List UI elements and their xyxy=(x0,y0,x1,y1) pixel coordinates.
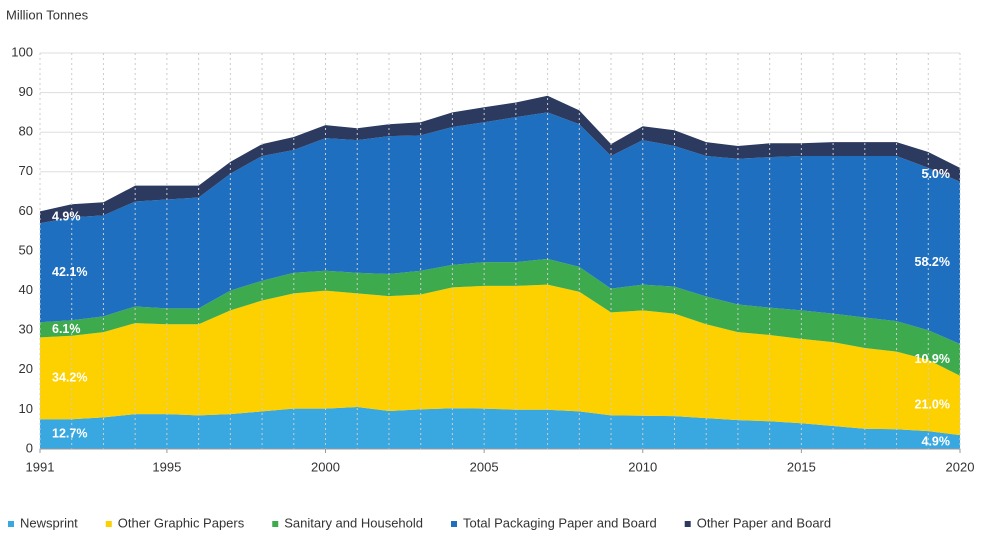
area xyxy=(40,112,960,345)
legend-swatch xyxy=(8,521,14,527)
legend-label: Total Packaging Paper and Board xyxy=(463,515,657,530)
share-label: 42.1% xyxy=(52,265,87,279)
x-tick-label: 1991 xyxy=(26,459,55,474)
share-label: 6.1% xyxy=(52,322,81,336)
legend-item: Other Paper and Board xyxy=(684,515,831,530)
y-tick-label: 70 xyxy=(19,163,33,178)
y-tick-label: 90 xyxy=(19,84,33,99)
share-label: 10.9% xyxy=(915,352,950,366)
legend-swatch xyxy=(451,521,458,527)
area xyxy=(40,407,960,449)
area xyxy=(40,258,960,376)
x-tick-label: 2000 xyxy=(311,459,340,474)
y-tick-label: 30 xyxy=(19,322,33,337)
x-tick-label: 2005 xyxy=(470,459,499,474)
x-tick-label: 1995 xyxy=(152,459,181,474)
x-tick-label: 2020 xyxy=(946,459,975,474)
y-tick-label: 100 xyxy=(11,44,33,59)
share-label: 34.2% xyxy=(52,371,87,385)
share-label: 58.2% xyxy=(915,255,950,269)
legend-item: Newsprint xyxy=(8,515,78,530)
share-label: 5.0% xyxy=(922,167,951,181)
legend-item: Sanitary and Household xyxy=(272,515,423,530)
y-axis-label: Million Tonnes xyxy=(6,7,89,22)
legend-swatch xyxy=(272,521,279,527)
legend-item: Total Packaging Paper and Board xyxy=(451,515,657,530)
areas xyxy=(40,95,960,449)
share-label: 21.0% xyxy=(915,398,950,412)
y-tick-label: 80 xyxy=(19,124,33,139)
legend-label: Sanitary and Household xyxy=(284,515,423,530)
area xyxy=(40,284,960,436)
share-label: 4.9% xyxy=(52,210,81,224)
overlay xyxy=(39,53,961,449)
legend-label: Other Graphic Papers xyxy=(118,515,245,530)
y-tick-label: 60 xyxy=(19,203,33,218)
y-tick-label: 0 xyxy=(26,440,33,455)
y-tick-label: 50 xyxy=(19,242,33,257)
legend-label: Other Paper and Board xyxy=(697,515,831,530)
legend-item: Other Graphic Papers xyxy=(105,515,245,530)
legend-label: Newsprint xyxy=(20,515,78,530)
share-label: 4.9% xyxy=(922,434,951,448)
y-tick-label: 40 xyxy=(19,282,33,297)
y-tick-label: 10 xyxy=(19,401,33,416)
x-tick-label: 2010 xyxy=(628,459,657,474)
x-tick-label: 2015 xyxy=(787,459,816,474)
y-tick-label: 20 xyxy=(19,361,33,376)
legend-swatch xyxy=(105,521,112,527)
legend-swatch xyxy=(684,521,691,527)
share-label: 12.7% xyxy=(52,426,87,440)
